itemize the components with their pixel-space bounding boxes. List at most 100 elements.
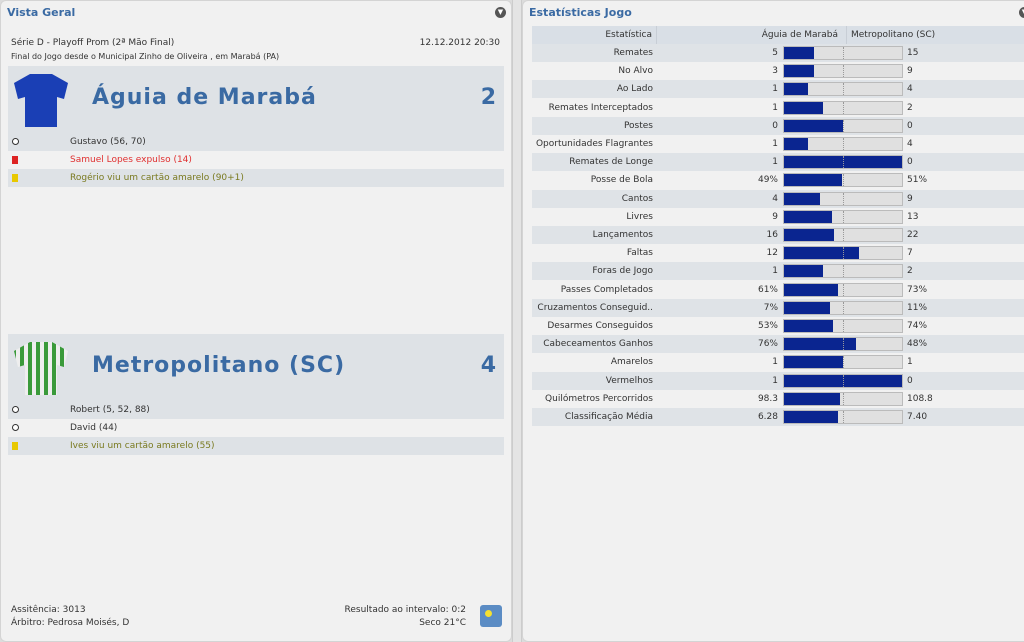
home-bar-fill <box>784 83 808 96</box>
stat-label: Classificação Média <box>564 412 653 422</box>
panel-splitter[interactable] <box>512 0 522 642</box>
stat-row: Remates Interceptados 1 2 <box>532 99 1024 117</box>
stat-comparison-bar <box>783 373 903 388</box>
event-text[interactable]: Gustavo (56, 70) <box>70 137 146 147</box>
event-text[interactable]: Ives viu um cartão amarelo (55) <box>70 441 215 451</box>
match-event: Samuel Lopes expulso (14) <box>8 151 504 169</box>
stat-label: Cabeceamentos Ganhos <box>543 339 653 350</box>
away-score: 4 <box>480 353 496 378</box>
event-text[interactable]: Rogério viu um cartão amarelo (90+1) <box>70 173 244 183</box>
match-event: David (44) <box>8 419 504 437</box>
stat-row: Cabeceamentos Ganhos 76% 48% <box>532 335 1024 354</box>
home-value: 3 <box>772 66 778 77</box>
stat-comparison-bar <box>783 319 903 333</box>
panel-menu-button[interactable]: ▼ <box>1019 7 1024 18</box>
ball-icon <box>12 406 19 413</box>
home-bar-fill <box>784 301 830 314</box>
panel-menu-button[interactable]: ▼ <box>495 7 506 18</box>
stat-label: Foras de Jogo <box>592 266 653 277</box>
stat-comparison-bar <box>783 282 903 297</box>
stat-comparison-bar <box>783 264 903 279</box>
stat-comparison-bar <box>783 100 903 115</box>
home-value: 98.3 <box>757 393 778 404</box>
home-value: 1 <box>772 157 778 168</box>
home-bar-fill <box>784 101 824 114</box>
stat-row: Posse de Bola 49% 51% <box>532 171 1024 189</box>
competition: Série D - Playoff Prom (2ª Mão Final) <box>11 38 175 48</box>
home-value: 6.28 <box>757 412 778 422</box>
stat-comparison-bar <box>783 228 903 242</box>
away-value: 48% <box>907 339 928 350</box>
home-value: 0 <box>772 120 778 131</box>
panel-title: Vista Geral <box>7 6 76 19</box>
stat-row: Faltas 12 7 <box>532 244 1024 262</box>
home-bar-fill <box>784 138 808 150</box>
home-value: 7% <box>763 302 778 313</box>
stat-row: Classificação Média 6.28 7.40 <box>532 408 1024 426</box>
stat-row: Passes Completados 61% 73% <box>532 281 1024 299</box>
stat-label: Vermelhos <box>605 375 653 386</box>
away-shirt-icon <box>14 342 68 395</box>
stat-label: Faltas <box>626 248 653 259</box>
sun-icon <box>480 605 502 627</box>
home-bar-fill <box>784 320 834 332</box>
stat-label: Livres <box>626 211 653 222</box>
ball-icon <box>12 138 19 145</box>
home-bar-fill <box>784 210 833 223</box>
home-shirt-icon <box>14 74 68 127</box>
stat-comparison-bar <box>783 300 903 315</box>
home-value: 16 <box>766 230 778 240</box>
home-bar-fill <box>784 229 834 241</box>
header-statistic[interactable]: Estatística <box>605 26 657 44</box>
away-value: 15 <box>907 48 919 58</box>
stat-label: Remates <box>613 48 653 58</box>
stat-row: Cruzamentos Conseguid.. 7% 11% <box>532 298 1024 317</box>
event-text[interactable]: David (44) <box>70 423 118 433</box>
home-value: 1 <box>772 139 778 149</box>
stat-row: Cantos 4 9 <box>532 189 1024 208</box>
away-value: 9 <box>907 66 913 77</box>
header-home[interactable]: Águia de Marabá <box>761 30 838 40</box>
stat-label: Cruzamentos Conseguid.. <box>537 302 653 313</box>
home-score: 2 <box>480 85 496 110</box>
away-value: 9 <box>907 193 913 204</box>
home-value: 1 <box>772 266 778 277</box>
stat-label: Lançamentos <box>592 230 653 240</box>
home-bar-fill <box>784 356 843 369</box>
halftime-result: Resultado ao intervalo: 0:2 <box>344 605 466 615</box>
stat-comparison-bar <box>783 209 903 224</box>
event-text[interactable]: Robert (5, 52, 88) <box>70 405 150 415</box>
away-value: 2 <box>907 102 913 113</box>
stat-row: Livres 9 13 <box>532 208 1024 226</box>
stat-comparison-bar <box>783 46 903 60</box>
header-away[interactable]: Metropolitano (SC) <box>846 26 935 44</box>
stat-row: Lançamentos 16 22 <box>532 226 1024 244</box>
away-value: 11% <box>907 302 928 313</box>
stat-row: Foras de Jogo 1 2 <box>532 262 1024 281</box>
away-value: 7.40 <box>907 412 928 422</box>
away-team-name[interactable]: Metropolitano (SC) <box>92 353 346 378</box>
away-value: 13 <box>907 211 919 222</box>
match-event: Gustavo (56, 70) <box>8 133 504 151</box>
away-value: 0 <box>907 375 913 386</box>
event-text[interactable]: Samuel Lopes expulso (14) <box>70 155 192 165</box>
home-value: 4 <box>772 193 778 204</box>
stat-comparison-bar <box>783 155 903 170</box>
home-value: 49% <box>757 175 778 186</box>
home-bar-fill <box>784 338 857 351</box>
away-value: 0 <box>907 157 913 168</box>
match-datetime: 12.12.2012 20:30 <box>419 38 500 48</box>
stat-comparison-bar <box>783 82 903 97</box>
stat-row: Desarmes Conseguidos 53% 74% <box>532 317 1024 335</box>
home-value: 1 <box>772 375 778 386</box>
home-value: 1 <box>772 357 778 368</box>
home-team-name[interactable]: Águia de Marabá <box>92 85 317 110</box>
red-card-icon <box>12 156 18 164</box>
stat-label: Passes Completados <box>560 284 653 295</box>
match-stats-panel: Estatísticas Jogo ▼ Estatística Águia de… <box>522 0 1024 642</box>
stat-row: Oportunidades Flagrantes 1 4 <box>532 135 1024 153</box>
stat-comparison-bar <box>783 118 903 133</box>
away-value: 22 <box>907 230 919 240</box>
home-bar-fill <box>784 47 814 59</box>
yellow-card-icon <box>12 442 18 450</box>
